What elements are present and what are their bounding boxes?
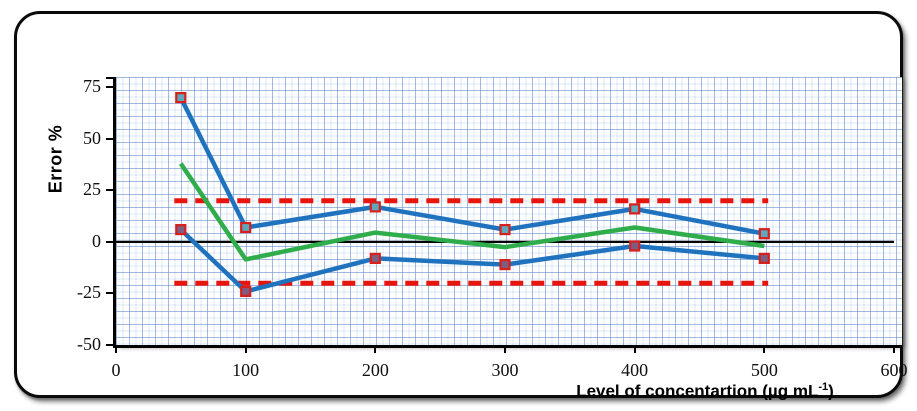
x-tick-label: 400: [621, 360, 649, 380]
plot-area: [116, 77, 902, 345]
data-point-marker-upper-error: [499, 224, 511, 236]
data-point-marker-upper-error: [629, 203, 641, 215]
chart-frame: Error % 75 50 25 0 -25 -50 0 100 200 300 400 500 600…: [14, 11, 908, 401]
data-point-marker-upper-error: [369, 201, 381, 213]
y-axis-line: [113, 77, 116, 348]
x-axis-title: Level of concentartion (µg mL-1): [554, 381, 856, 402]
y-tick-mark: [106, 189, 114, 192]
x-tick-mark: [633, 348, 636, 353]
y-tick-mark: [106, 77, 114, 79]
x-tick-label: 100: [232, 360, 260, 380]
data-point-marker-lower-error: [240, 285, 252, 297]
data-point-marker-upper-error: [240, 221, 252, 234]
x-axis-title-superscript: -1: [818, 381, 829, 393]
y-tick-mark: [106, 344, 114, 346]
x-tick-label: 500: [750, 360, 778, 380]
y-tick-label: 50: [83, 127, 101, 148]
x-tick-mark: [893, 348, 895, 353]
y-tick-mark: [106, 137, 114, 140]
data-point-marker-upper-error: [758, 228, 770, 240]
x-tick-label: 200: [361, 360, 389, 380]
chart-canvas: [116, 92, 894, 297]
y-tick-label: 0: [92, 230, 101, 251]
y-tick-mark: [106, 240, 114, 243]
x-tick-label: 600: [880, 360, 908, 380]
x-tick-label: 0: [111, 360, 121, 380]
x-tick-mark: [374, 348, 377, 353]
data-point-marker-upper-error: [175, 92, 187, 104]
y-tick-label: -50: [77, 334, 101, 354]
data-point-marker-lower-error: [369, 252, 381, 264]
x-axis-line: [113, 345, 902, 348]
data-point-marker-lower-error: [175, 224, 187, 236]
y-tick-label: -25: [77, 282, 101, 303]
data-point-marker-lower-error: [758, 252, 770, 264]
x-tick-label: 300: [491, 360, 519, 380]
y-tick-label: 75: [83, 76, 101, 97]
x-tick-mark: [504, 348, 506, 353]
y-tick-mark: [106, 292, 114, 295]
series-line-lower-error: [179, 227, 765, 294]
data-point-marker-lower-error: [499, 259, 511, 271]
x-tick-mark: [244, 348, 247, 353]
x-axis-title-close: ): [828, 381, 834, 401]
data-point-marker-lower-error: [629, 240, 641, 252]
y-tick-label: 25: [83, 179, 101, 200]
y-tick-mark: [106, 86, 114, 89]
series-line-upper-error: [178, 96, 765, 236]
x-tick-mark: [115, 348, 117, 353]
series-line-mean-error: [178, 162, 765, 262]
x-axis-title-text: Level of concentartion (µg mL: [576, 381, 819, 401]
x-tick-mark: [763, 348, 766, 353]
